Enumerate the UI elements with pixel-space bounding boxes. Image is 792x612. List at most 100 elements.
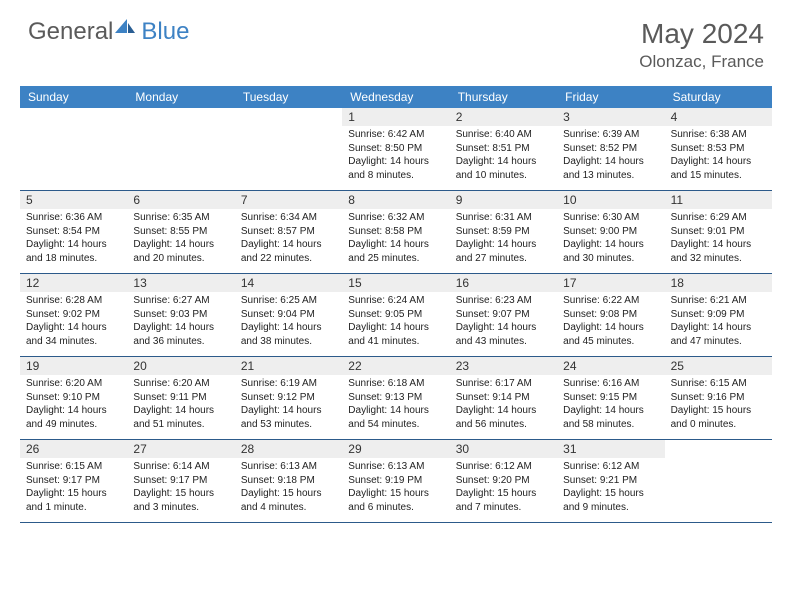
sunrise-text: Sunrise: 6:23 AM: [456, 294, 551, 308]
sunrise-text: Sunrise: 6:15 AM: [671, 377, 766, 391]
day-cell: 11Sunrise: 6:29 AMSunset: 9:01 PMDayligh…: [665, 191, 772, 273]
sunset-text: Sunset: 9:04 PM: [241, 308, 336, 322]
sunrise-text: Sunrise: 6:20 AM: [26, 377, 121, 391]
day-body: Sunrise: 6:21 AMSunset: 9:09 PMDaylight:…: [665, 292, 772, 352]
day-body: Sunrise: 6:38 AMSunset: 8:53 PMDaylight:…: [665, 126, 772, 186]
sunset-text: Sunset: 8:55 PM: [133, 225, 228, 239]
daylight-1: Daylight: 15 hours: [133, 487, 228, 501]
day-number: 8: [342, 191, 449, 209]
day-cell: 28Sunrise: 6:13 AMSunset: 9:18 PMDayligh…: [235, 440, 342, 522]
sunset-text: Sunset: 8:50 PM: [348, 142, 443, 156]
sunrise-text: Sunrise: 6:20 AM: [133, 377, 228, 391]
day-cell: 5Sunrise: 6:36 AMSunset: 8:54 PMDaylight…: [20, 191, 127, 273]
daylight-1: Daylight: 14 hours: [456, 404, 551, 418]
sunrise-text: Sunrise: 6:27 AM: [133, 294, 228, 308]
daylight-2: and 8 minutes.: [348, 169, 443, 183]
day-number: 26: [20, 440, 127, 458]
sunrise-text: Sunrise: 6:17 AM: [456, 377, 551, 391]
day-number: 29: [342, 440, 449, 458]
day-headers: Sunday Monday Tuesday Wednesday Thursday…: [20, 86, 772, 108]
day-cell: 26Sunrise: 6:15 AMSunset: 9:17 PMDayligh…: [20, 440, 127, 522]
day-number: 23: [450, 357, 557, 375]
sunrise-text: Sunrise: 6:39 AM: [563, 128, 658, 142]
daylight-1: Daylight: 15 hours: [456, 487, 551, 501]
daylight-1: Daylight: 15 hours: [671, 404, 766, 418]
month-title: May 2024: [639, 18, 764, 50]
day-cell: 25Sunrise: 6:15 AMSunset: 9:16 PMDayligh…: [665, 357, 772, 439]
daylight-1: Daylight: 15 hours: [348, 487, 443, 501]
daylight-1: Daylight: 14 hours: [563, 238, 658, 252]
sunset-text: Sunset: 9:03 PM: [133, 308, 228, 322]
sunset-text: Sunset: 9:10 PM: [26, 391, 121, 405]
day-number: 18: [665, 274, 772, 292]
daylight-2: and 56 minutes.: [456, 418, 551, 432]
day-number: 16: [450, 274, 557, 292]
daylight-2: and 41 minutes.: [348, 335, 443, 349]
day-body: Sunrise: 6:15 AMSunset: 9:16 PMDaylight:…: [665, 375, 772, 435]
week-row: 5Sunrise: 6:36 AMSunset: 8:54 PMDaylight…: [20, 191, 772, 274]
day-number: [665, 440, 772, 458]
sunset-text: Sunset: 9:05 PM: [348, 308, 443, 322]
sunrise-text: Sunrise: 6:30 AM: [563, 211, 658, 225]
sunset-text: Sunset: 9:15 PM: [563, 391, 658, 405]
daylight-2: and 49 minutes.: [26, 418, 121, 432]
day-body: Sunrise: 6:36 AMSunset: 8:54 PMDaylight:…: [20, 209, 127, 269]
daylight-2: and 27 minutes.: [456, 252, 551, 266]
sunset-text: Sunset: 9:07 PM: [456, 308, 551, 322]
day-body: Sunrise: 6:42 AMSunset: 8:50 PMDaylight:…: [342, 126, 449, 186]
week-row: 26Sunrise: 6:15 AMSunset: 9:17 PMDayligh…: [20, 440, 772, 523]
day-number: 10: [557, 191, 664, 209]
day-body: Sunrise: 6:13 AMSunset: 9:18 PMDaylight:…: [235, 458, 342, 518]
day-body: Sunrise: 6:13 AMSunset: 9:19 PMDaylight:…: [342, 458, 449, 518]
daylight-2: and 30 minutes.: [563, 252, 658, 266]
day-cell: 13Sunrise: 6:27 AMSunset: 9:03 PMDayligh…: [127, 274, 234, 356]
day-number: 17: [557, 274, 664, 292]
sunset-text: Sunset: 8:54 PM: [26, 225, 121, 239]
day-body: Sunrise: 6:12 AMSunset: 9:21 PMDaylight:…: [557, 458, 664, 518]
day-number: 20: [127, 357, 234, 375]
day-cell: 29Sunrise: 6:13 AMSunset: 9:19 PMDayligh…: [342, 440, 449, 522]
sunrise-text: Sunrise: 6:28 AM: [26, 294, 121, 308]
sunrise-text: Sunrise: 6:15 AM: [26, 460, 121, 474]
sunrise-text: Sunrise: 6:21 AM: [671, 294, 766, 308]
daylight-1: Daylight: 14 hours: [563, 321, 658, 335]
daylight-2: and 45 minutes.: [563, 335, 658, 349]
day-body: Sunrise: 6:30 AMSunset: 9:00 PMDaylight:…: [557, 209, 664, 269]
sunset-text: Sunset: 9:02 PM: [26, 308, 121, 322]
day-number: 19: [20, 357, 127, 375]
daylight-2: and 13 minutes.: [563, 169, 658, 183]
day-number: 4: [665, 108, 772, 126]
sunset-text: Sunset: 9:00 PM: [563, 225, 658, 239]
sunrise-text: Sunrise: 6:13 AM: [241, 460, 336, 474]
day-cell: 23Sunrise: 6:17 AMSunset: 9:14 PMDayligh…: [450, 357, 557, 439]
day-number: 27: [127, 440, 234, 458]
sunrise-text: Sunrise: 6:32 AM: [348, 211, 443, 225]
day-cell: 7Sunrise: 6:34 AMSunset: 8:57 PMDaylight…: [235, 191, 342, 273]
day-number: 3: [557, 108, 664, 126]
daylight-1: Daylight: 14 hours: [133, 238, 228, 252]
day-cell: 18Sunrise: 6:21 AMSunset: 9:09 PMDayligh…: [665, 274, 772, 356]
sunrise-text: Sunrise: 6:22 AM: [563, 294, 658, 308]
day-body: Sunrise: 6:12 AMSunset: 9:20 PMDaylight:…: [450, 458, 557, 518]
daylight-2: and 18 minutes.: [26, 252, 121, 266]
location-label: Olonzac, France: [639, 52, 764, 72]
daylight-1: Daylight: 14 hours: [671, 238, 766, 252]
day-cell: 8Sunrise: 6:32 AMSunset: 8:58 PMDaylight…: [342, 191, 449, 273]
sunset-text: Sunset: 8:53 PM: [671, 142, 766, 156]
day-cell: 14Sunrise: 6:25 AMSunset: 9:04 PMDayligh…: [235, 274, 342, 356]
sunset-text: Sunset: 9:17 PM: [133, 474, 228, 488]
sunset-text: Sunset: 9:18 PM: [241, 474, 336, 488]
daylight-1: Daylight: 14 hours: [563, 155, 658, 169]
day-cell: 21Sunrise: 6:19 AMSunset: 9:12 PMDayligh…: [235, 357, 342, 439]
day-number: 2: [450, 108, 557, 126]
daylight-1: Daylight: 14 hours: [133, 321, 228, 335]
sunset-text: Sunset: 8:58 PM: [348, 225, 443, 239]
day-body: Sunrise: 6:32 AMSunset: 8:58 PMDaylight:…: [342, 209, 449, 269]
day-cell: 20Sunrise: 6:20 AMSunset: 9:11 PMDayligh…: [127, 357, 234, 439]
calendar: Sunday Monday Tuesday Wednesday Thursday…: [0, 80, 792, 523]
day-body: Sunrise: 6:15 AMSunset: 9:17 PMDaylight:…: [20, 458, 127, 518]
daylight-2: and 4 minutes.: [241, 501, 336, 515]
sunrise-text: Sunrise: 6:31 AM: [456, 211, 551, 225]
daylight-2: and 34 minutes.: [26, 335, 121, 349]
logo-word-1: General: [28, 18, 113, 46]
